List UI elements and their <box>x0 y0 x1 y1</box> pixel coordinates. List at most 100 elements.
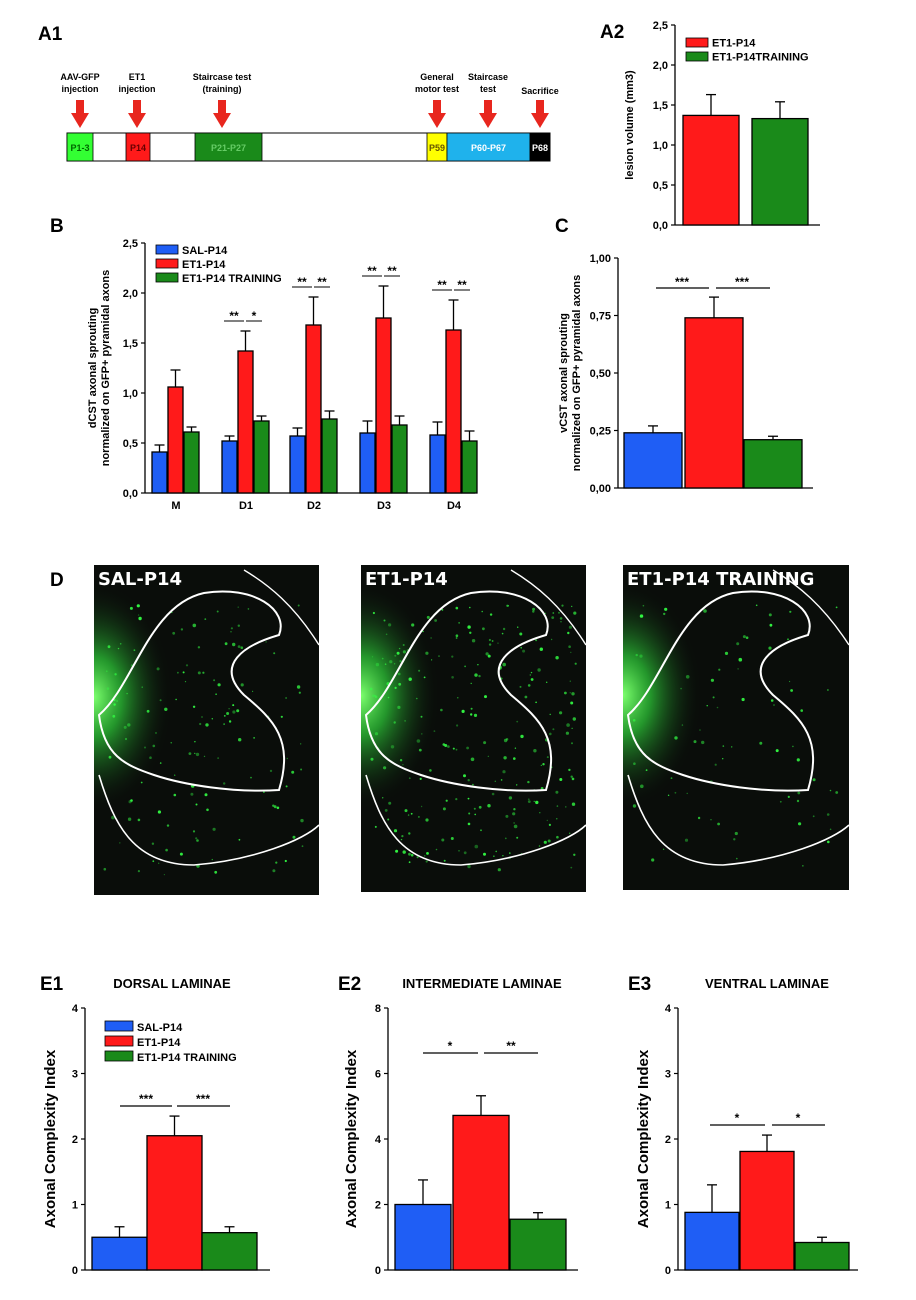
fluorescent-dot <box>296 685 301 689</box>
fluorescent-dot <box>470 757 475 762</box>
fluorescent-dot <box>546 681 548 683</box>
fluorescent-dot <box>483 741 487 745</box>
y-tick-label: 4 <box>375 1134 382 1146</box>
fluorescent-dot <box>639 654 643 658</box>
fluorescent-dot <box>478 674 481 678</box>
fluorescent-dot <box>642 604 645 607</box>
legend-swatch <box>155 258 179 269</box>
fluorescent-dot <box>802 865 804 867</box>
fluorescent-dot <box>533 749 537 753</box>
fluorescent-dot <box>402 644 405 646</box>
fluorescent-dot <box>513 808 516 811</box>
fluorescent-dot <box>166 824 170 827</box>
y-tick-label: 0 <box>665 1265 671 1277</box>
fluorescent-dot <box>664 607 668 611</box>
timeline-arrow-shaft <box>433 100 441 114</box>
fluorescent-dot <box>674 736 678 740</box>
timeline-segment-label: P60-P67 <box>471 143 506 153</box>
panel-label-a2: A2 <box>600 22 624 43</box>
bar <box>429 434 446 494</box>
fluorescent-dot <box>394 686 397 690</box>
white-matter-outline <box>627 774 849 866</box>
fluorescent-dot <box>297 604 300 607</box>
white-matter-outline <box>365 774 586 866</box>
bar <box>321 418 338 494</box>
legend-swatch <box>104 1020 134 1032</box>
fluorescent-dot <box>226 712 230 715</box>
fluorescent-dot <box>552 612 555 614</box>
image-title: ET1-P14 <box>365 569 448 590</box>
fluorescent-dot <box>165 848 168 852</box>
fluorescent-dot <box>236 709 240 713</box>
legend-label: ET1-P14 <box>182 259 226 271</box>
y-tick-label: 1,0 <box>653 140 668 152</box>
fluorescent-dot <box>710 678 715 682</box>
fluorescent-dot <box>211 858 213 861</box>
fluorescent-dot <box>399 660 402 663</box>
fluorescent-dot <box>494 780 496 782</box>
fluorescent-dot <box>458 850 460 852</box>
fluorescent-dot <box>640 784 644 789</box>
fluorescent-dot <box>232 642 236 647</box>
fluorescent-dot <box>560 621 562 623</box>
x-tick-label: D3 <box>377 500 391 512</box>
fluorescent-dot <box>568 645 571 648</box>
fluorescent-dot <box>662 848 665 850</box>
fluorescent-dot <box>548 823 552 827</box>
fluorescent-dot <box>535 701 537 704</box>
fluorescent-dot <box>416 739 421 743</box>
significance-marker: *** <box>735 275 749 289</box>
fluorescent-dot <box>555 656 559 660</box>
fluorescent-dot <box>537 668 541 672</box>
timeline-arrow-shaft <box>76 100 84 114</box>
fluorescent-dot <box>567 631 570 635</box>
fluorescent-dot <box>238 738 242 742</box>
fluorescent-dot <box>550 638 553 641</box>
fluorescent-dot <box>734 831 738 836</box>
fluorescent-dot <box>381 657 384 660</box>
microscopy-image <box>623 565 849 890</box>
fluorescent-dot <box>516 836 519 839</box>
fluorescent-dot <box>205 723 209 727</box>
fluorescent-dot <box>467 779 470 782</box>
fluorescent-dot <box>388 801 392 805</box>
y-axis-label: dCST axonal sproutingnormalized on GFP+ … <box>87 270 112 467</box>
fluorescent-dot <box>387 818 390 821</box>
fluorescent-dot <box>745 636 749 639</box>
fluorescent-dot <box>420 805 423 808</box>
fluorescent-dot <box>370 757 374 761</box>
fluorescent-dot <box>408 777 411 780</box>
fluorescent-dot <box>136 604 140 608</box>
significance-marker: * <box>796 1111 801 1125</box>
chart-e3-ventral: 0 1 2 3 4 Axonal Complexity Index VENTRAL LAMI… <box>635 976 858 1277</box>
fluorescent-dot <box>633 762 636 765</box>
fluorescent-dot <box>216 610 219 613</box>
fluorescent-dot <box>422 630 424 633</box>
fluorescent-dot <box>532 610 535 613</box>
fluorescent-dot <box>543 840 547 844</box>
legend-label: ET1-P14 TRAINING <box>137 1052 237 1064</box>
fluorescent-dot <box>397 705 401 710</box>
y-tick-label: 2 <box>375 1200 381 1212</box>
fluorescent-dot <box>513 824 518 829</box>
fluorescent-dot <box>484 695 487 699</box>
fluorescent-dot <box>404 720 406 722</box>
x-tick-label: D1 <box>239 500 253 512</box>
fluorescent-dot <box>736 857 738 860</box>
fluorescent-dot <box>301 845 304 848</box>
bar <box>751 117 809 226</box>
y-tick-label: 2,5 <box>653 20 668 32</box>
timeline-segment <box>446 132 531 162</box>
bar <box>794 1241 850 1271</box>
fluorescent-dot <box>516 784 518 786</box>
fluorescent-dot <box>374 732 379 736</box>
fluorescent-dot <box>119 842 121 844</box>
fluorescent-dot <box>395 849 399 853</box>
timeline-event-label: ET1 injection <box>118 72 155 94</box>
fluorescent-dot <box>474 673 478 677</box>
fluorescent-dot <box>474 813 477 816</box>
fluorescent-dot <box>172 631 176 635</box>
fluorescent-dot <box>443 859 446 862</box>
fluorescent-dot <box>555 790 559 794</box>
y-tick-label: 0,5 <box>653 180 668 192</box>
